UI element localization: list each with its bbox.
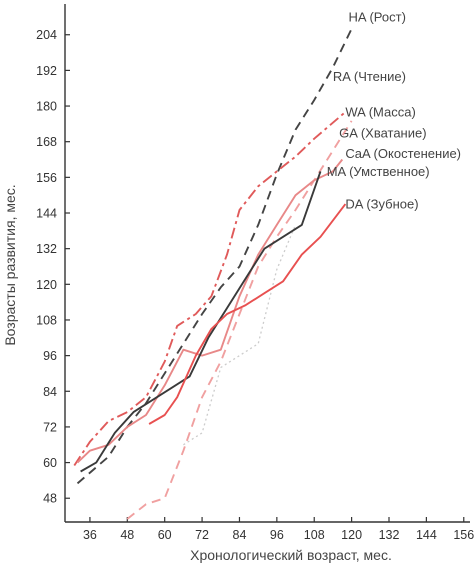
y-tick-label: 132 [36, 242, 57, 256]
series-label-ha: HA (Рост) [349, 9, 406, 24]
y-tick-label: 84 [43, 385, 57, 399]
y-axis-title: Возрасты развития, мес. [2, 184, 18, 345]
x-tick-label: 72 [195, 528, 209, 542]
series-label-ga: GA (Хватание) [339, 125, 426, 140]
series-labels: HA (Рост) RA (Чтение) WA (Масса) GA (Хватан… [327, 9, 461, 211]
x-tick-label: 120 [341, 528, 362, 542]
series-line-caa [76, 158, 344, 464]
y-tick-label: 60 [43, 456, 57, 470]
series-line-ma [80, 171, 322, 473]
series-line-ha [76, 28, 353, 485]
x-tick-label: 60 [158, 528, 172, 542]
series-line-wa [73, 111, 347, 467]
series-label-ma: MA (Умственное) [327, 164, 430, 179]
x-tick-label: 132 [379, 528, 400, 542]
series-label-da: DA (Зубное) [345, 197, 418, 212]
series-label-caa: CaA (Окостенение) [345, 146, 461, 161]
y-tick-label: 72 [43, 420, 57, 434]
series-lines [73, 28, 353, 520]
y-tick-label: 48 [43, 492, 57, 506]
y-tick-label: 156 [36, 171, 57, 185]
x-tick-label: 156 [453, 528, 474, 542]
y-tick-label: 180 [36, 100, 57, 114]
series-label-wa: WA (Масса) [345, 104, 415, 119]
x-tick-label: 84 [233, 528, 247, 542]
series-line-ra [183, 224, 297, 446]
x-tick-label: 48 [120, 528, 134, 542]
y-tick-label: 96 [43, 349, 57, 363]
x-tick-label: 96 [270, 528, 284, 542]
y-tick-label: 192 [36, 64, 57, 78]
y-tick-label: 120 [36, 278, 57, 292]
y-tick-label: 144 [36, 207, 57, 221]
y-axis-ticks: 48 60 72 84 96 108 120 132 144 156 168 180 192 204 [36, 28, 70, 506]
y-tick-label: 108 [36, 313, 57, 327]
x-axis-title: Хронологический возраст, мес. [190, 547, 392, 563]
series-line-da [148, 203, 347, 425]
series-label-ra: RA (Чтение) [333, 69, 406, 84]
x-axis-ticks: 36 48 60 72 84 96 108 120 132 144 156 [83, 517, 474, 542]
y-tick-label: 168 [36, 135, 57, 149]
y-tick-label: 204 [36, 28, 57, 42]
x-tick-label: 144 [416, 528, 437, 542]
x-tick-label: 36 [83, 528, 97, 542]
x-tick-label: 108 [304, 528, 325, 542]
